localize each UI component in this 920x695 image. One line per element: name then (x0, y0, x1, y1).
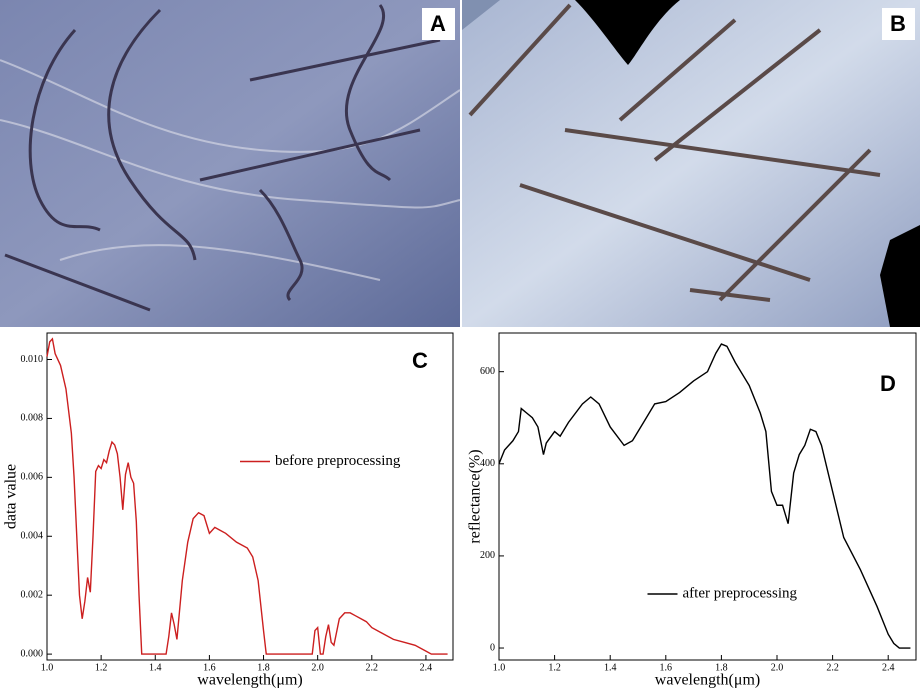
x-tick-label: 2.2 (826, 662, 839, 673)
data-line (498, 343, 911, 649)
x-tick-label: 1.6 (203, 662, 216, 673)
y-axis-label: reflectance(%) (467, 449, 484, 543)
panel-label: C (412, 348, 428, 373)
y-tick-label: 0.004 (21, 531, 44, 542)
x-axis-label: wavelength(μm) (197, 672, 302, 689)
y-tick-label: 200 (480, 550, 495, 561)
x-tick-label: 1.6 (660, 662, 673, 673)
image-b (462, 0, 920, 327)
y-axis-label: data value (3, 464, 20, 529)
x-axis-label: wavelength(μm) (655, 672, 760, 689)
y-tick-label: 0.006 (21, 472, 44, 483)
x-tick-label: 1.0 (493, 662, 506, 673)
x-tick-label: 1.0 (41, 662, 54, 673)
y-tick-label: 600 (480, 366, 495, 377)
y-tick-label: 0.008 (21, 413, 44, 424)
legend-label: after preprocessing (683, 585, 798, 601)
x-tick-label: 2.4 (420, 662, 433, 673)
panel-label-box (872, 370, 904, 400)
plot-frame (46, 332, 454, 661)
x-tick-label: 1.2 (95, 662, 108, 673)
data-line (46, 337, 448, 655)
panel-label: D (880, 371, 896, 396)
panel-label-box (404, 347, 436, 377)
panel-label: A (430, 11, 446, 36)
x-tick-label: 2.4 (882, 662, 895, 673)
plot-frame (498, 332, 917, 661)
y-tick-label: 0.002 (21, 589, 44, 600)
x-tick-label: 1.8 (715, 662, 728, 673)
x-tick-label: 2.0 (311, 662, 324, 673)
x-tick-label: 1.4 (149, 662, 162, 673)
image-a (0, 0, 461, 327)
x-tick-label: 2.0 (771, 662, 784, 673)
y-tick-label: 0.010 (21, 354, 44, 365)
y-tick-label: 0.000 (21, 648, 44, 659)
panel-label: B (890, 11, 906, 36)
x-tick-label: 2.2 (366, 662, 379, 673)
x-tick-label: 1.2 (548, 662, 561, 673)
legend-label: before preprocessing (275, 453, 401, 469)
x-tick-label: 1.8 (257, 662, 270, 673)
y-tick-label: 0 (490, 642, 495, 653)
y-tick-label: 400 (480, 458, 495, 469)
x-tick-label: 1.4 (604, 662, 617, 673)
